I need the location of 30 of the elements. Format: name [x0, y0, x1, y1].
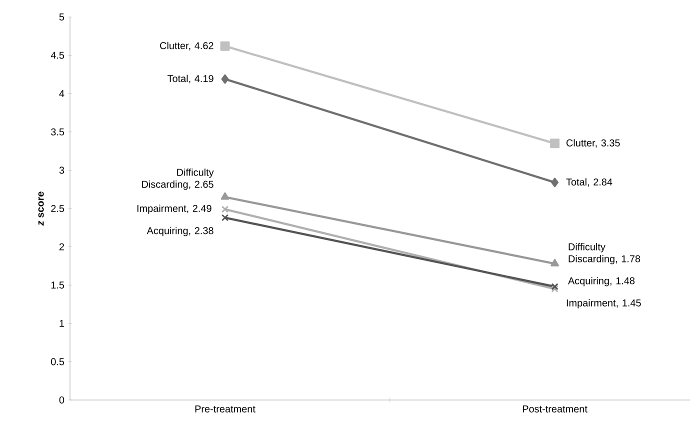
point	[220, 41, 230, 51]
point	[221, 74, 229, 84]
y-tick-label: 4	[59, 90, 64, 98]
point	[221, 206, 229, 213]
x-tick-label: Post-treatment	[522, 406, 588, 412]
data-label: Clutter, 4.62	[160, 42, 214, 50]
data-label: Impairment, 2.49	[137, 204, 212, 214]
y-tick-label: 0	[59, 396, 64, 404]
y-tick-label: 1.5	[51, 282, 64, 289]
data-label: Acquiring, 1.48	[568, 276, 635, 286]
y-tick-label: 3	[59, 166, 64, 174]
data-label: Total, 2.84	[566, 178, 612, 187]
y-tick-label: 2.5	[51, 204, 64, 212]
y-tick-label: 3.5	[51, 128, 64, 136]
y-tick-label: 1	[60, 320, 64, 327]
y-tick-label: 0.5	[51, 358, 64, 366]
x-tick-label: Pre-treatment	[195, 406, 256, 412]
y-tick-label: 5	[59, 14, 64, 20]
y-tick-label: 2	[59, 243, 64, 250]
data-label: Difficulty Discarding, 2.65	[142, 168, 214, 190]
point	[550, 138, 560, 148]
data-label: Total, 4.19	[168, 74, 214, 84]
point	[221, 214, 229, 222]
data-label: Acquiring, 2.38	[146, 226, 214, 236]
data-label: Impairment, 1.45	[566, 299, 641, 308]
data-label: Difficulty Discarding, 1.78	[568, 243, 640, 264]
y-tick-label: 4.5	[50, 52, 64, 59]
data-label: Clutter, 3.35	[566, 139, 620, 148]
y-axis-title: z score	[38, 192, 44, 226]
point	[551, 178, 559, 188]
